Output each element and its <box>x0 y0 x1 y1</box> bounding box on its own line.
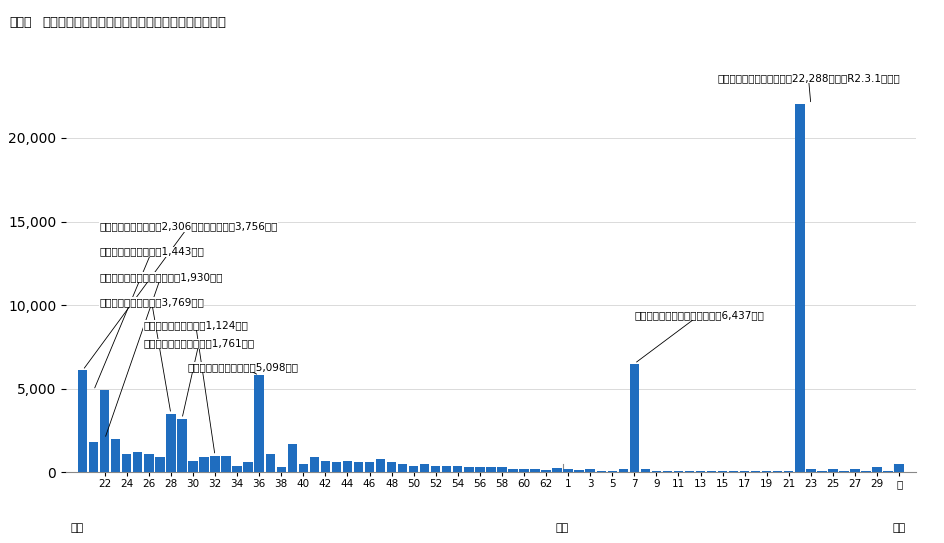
Bar <box>486 468 496 472</box>
Bar <box>288 444 297 472</box>
Text: 主な災害：伊勢湾台風（5,098人）: 主な災害：伊勢湾台風（5,098人） <box>188 362 298 374</box>
Bar <box>531 469 540 472</box>
Bar <box>166 414 176 472</box>
Bar <box>674 471 683 472</box>
Text: 昭和: 昭和 <box>71 522 84 533</box>
Bar <box>795 104 804 472</box>
Bar <box>828 469 837 472</box>
Bar <box>89 443 98 472</box>
Text: 主な災害：三河地震（2,306人）枕崎台風（3,756人）: 主な災害：三河地震（2,306人）枕崎台風（3,756人） <box>84 222 278 368</box>
Bar <box>265 454 275 472</box>
Bar <box>78 370 88 472</box>
Bar <box>343 460 352 472</box>
Bar <box>684 471 694 472</box>
Bar <box>861 471 870 472</box>
Bar <box>552 468 562 472</box>
Bar <box>717 471 727 472</box>
Bar <box>818 471 827 472</box>
Bar <box>409 466 418 472</box>
Bar <box>398 464 407 472</box>
Bar <box>420 464 430 472</box>
Text: 主な災害：阪神・淡路大震災（6,437人）: 主な災害：阪神・淡路大震災（6,437人） <box>634 310 765 362</box>
Bar <box>431 466 441 472</box>
Bar <box>321 460 330 472</box>
Bar <box>839 471 849 472</box>
Text: 令和: 令和 <box>892 522 905 533</box>
Bar <box>177 419 187 472</box>
Bar <box>464 466 474 472</box>
Text: （人）: （人） <box>9 16 32 29</box>
Text: 附属資料７　自然災害における死者・行方不明者数: 附属資料７ 自然災害における死者・行方不明者数 <box>42 16 227 29</box>
Bar <box>663 471 672 472</box>
Bar <box>651 471 661 472</box>
Bar <box>144 454 154 472</box>
Bar <box>255 375 264 472</box>
Bar <box>851 469 860 472</box>
Bar <box>773 471 783 472</box>
Bar <box>100 390 110 472</box>
Bar <box>597 471 606 472</box>
Bar <box>310 457 319 472</box>
Bar <box>298 464 308 472</box>
Bar <box>696 471 705 472</box>
Bar <box>641 469 650 472</box>
Text: 主な災害：南海地震（1,443人）: 主な災害：南海地震（1,443人） <box>94 247 204 388</box>
Bar <box>564 469 573 472</box>
Bar <box>806 469 816 472</box>
Bar <box>497 468 507 472</box>
Bar <box>475 466 484 472</box>
Bar <box>508 469 517 472</box>
Bar <box>608 471 617 472</box>
Bar <box>618 469 628 472</box>
Text: 主な災害：カスリーン台風（1,930人）: 主な災害：カスリーン台風（1,930人） <box>99 272 223 437</box>
Bar <box>155 457 164 472</box>
Bar <box>232 466 242 472</box>
Bar <box>277 468 286 472</box>
Bar <box>387 463 396 472</box>
Bar <box>872 468 882 472</box>
Bar <box>364 463 374 472</box>
Bar <box>222 456 230 472</box>
Bar <box>354 463 363 472</box>
Text: 主な災害：福井地震（3,769人）: 主な災害：福井地震（3,769人） <box>99 297 204 411</box>
Bar <box>453 466 463 472</box>
Bar <box>740 471 750 472</box>
Bar <box>376 459 385 472</box>
Bar <box>199 457 209 472</box>
Bar <box>331 463 341 472</box>
Text: 主な災害：南紀豪雨（1,124人）: 主な災害：南紀豪雨（1,124人） <box>143 320 248 453</box>
Text: 主な災害：東日本大震災（22,288人）（R2.3.1現在）: 主な災害：東日本大震災（22,288人）（R2.3.1現在） <box>717 73 900 102</box>
Bar <box>884 471 893 472</box>
Text: 主な災害：洞爺丸台風（1,761人）: 主な災害：洞爺丸台風（1,761人） <box>143 339 255 416</box>
Bar <box>244 463 253 472</box>
Bar <box>211 456 220 472</box>
Bar <box>895 464 903 472</box>
Bar <box>111 439 121 472</box>
Bar <box>541 470 550 472</box>
Bar <box>707 471 716 472</box>
Bar <box>122 454 131 472</box>
Bar <box>784 471 794 472</box>
Bar <box>630 364 639 472</box>
Bar <box>188 460 197 472</box>
Bar <box>575 470 583 472</box>
Bar <box>133 452 143 472</box>
Bar <box>442 466 451 472</box>
Bar <box>585 469 595 472</box>
Bar <box>519 469 529 472</box>
Text: 平成: 平成 <box>556 522 569 533</box>
Bar <box>729 471 738 472</box>
Bar <box>762 471 771 472</box>
Bar <box>751 471 760 472</box>
